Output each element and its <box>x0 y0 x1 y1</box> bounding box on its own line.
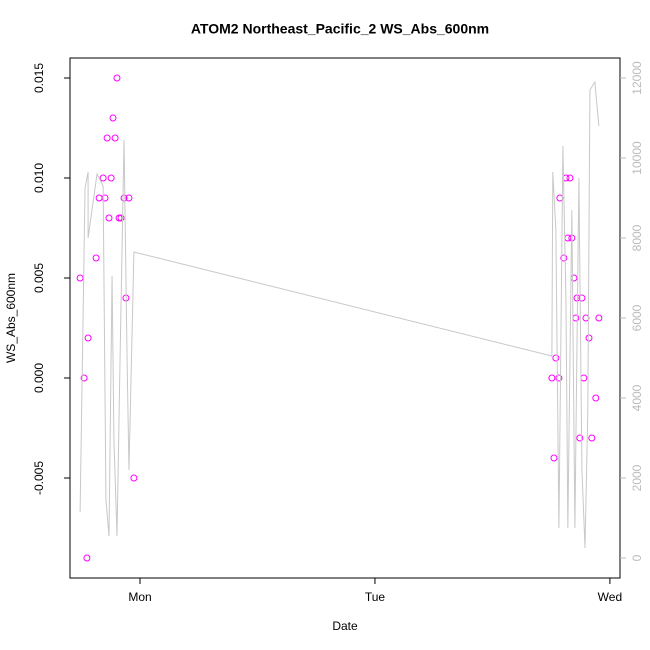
data-point <box>84 334 92 342</box>
y-axis-label: WS_Abs_600nm <box>4 273 18 363</box>
y2-tick-label: 2000 <box>630 464 644 491</box>
data-point <box>585 334 593 342</box>
y2-tick-label: 6000 <box>630 304 644 331</box>
y-tick-label: 0.015 <box>32 63 46 93</box>
y-tick-label: 0.010 <box>32 163 46 193</box>
data-point <box>552 354 560 362</box>
data-point <box>566 174 574 182</box>
x-axis-label: Date <box>332 619 358 633</box>
y2-tick-label: 0 <box>630 554 644 561</box>
data-point <box>592 394 600 402</box>
data-point <box>83 554 91 562</box>
data-point <box>76 274 84 282</box>
y-tick-label: 0.005 <box>32 263 46 293</box>
x-tick-label: Wed <box>598 590 622 604</box>
data-point <box>80 374 88 382</box>
data-point <box>111 134 119 142</box>
data-point <box>115 214 123 222</box>
data-point <box>588 434 596 442</box>
x-tick-label: Tue <box>365 590 386 604</box>
data-point <box>103 134 111 142</box>
data-point <box>548 374 556 382</box>
data-point <box>555 374 563 382</box>
data-point <box>92 254 100 262</box>
data-point <box>105 214 113 222</box>
data-point <box>550 454 558 462</box>
data-point <box>109 114 117 122</box>
data-line <box>79 80 600 549</box>
y2-tick-label: 4000 <box>630 384 644 411</box>
data-point <box>576 434 584 442</box>
y2-tick-label: 10000 <box>630 141 644 175</box>
y2-tick-label: 8000 <box>630 224 644 251</box>
data-point <box>113 74 121 82</box>
data-point <box>595 314 603 322</box>
data-point <box>99 174 107 182</box>
x-tick-label: Mon <box>128 590 151 604</box>
data-point <box>107 174 115 182</box>
data-point <box>125 194 133 202</box>
y2-tick-label: 12000 <box>630 61 644 95</box>
data-point <box>101 194 109 202</box>
data-point <box>117 214 125 222</box>
y-tick-label: -0.005 <box>32 461 46 495</box>
data-point <box>578 294 586 302</box>
y-tick-label: 0.000 <box>32 363 46 393</box>
data-point <box>560 254 568 262</box>
chart-title: ATOM2 Northeast_Pacific_2 WS_Abs_600nm <box>191 21 489 37</box>
data-point <box>130 474 138 482</box>
data-point <box>582 314 590 322</box>
data-point <box>120 194 128 202</box>
